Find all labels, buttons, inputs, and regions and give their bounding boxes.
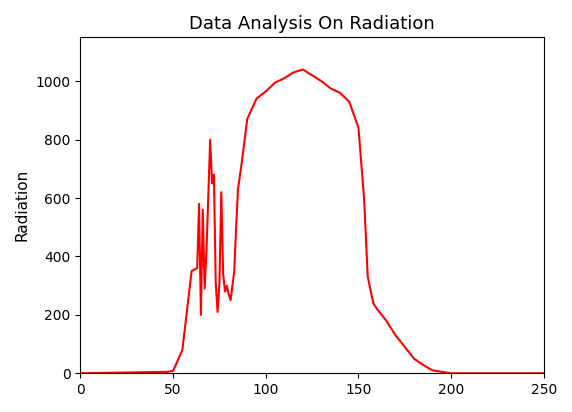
- Title: Data Analysis On Radiation: Data Analysis On Radiation: [189, 15, 435, 33]
- Y-axis label: Radiation: Radiation: [15, 169, 30, 241]
